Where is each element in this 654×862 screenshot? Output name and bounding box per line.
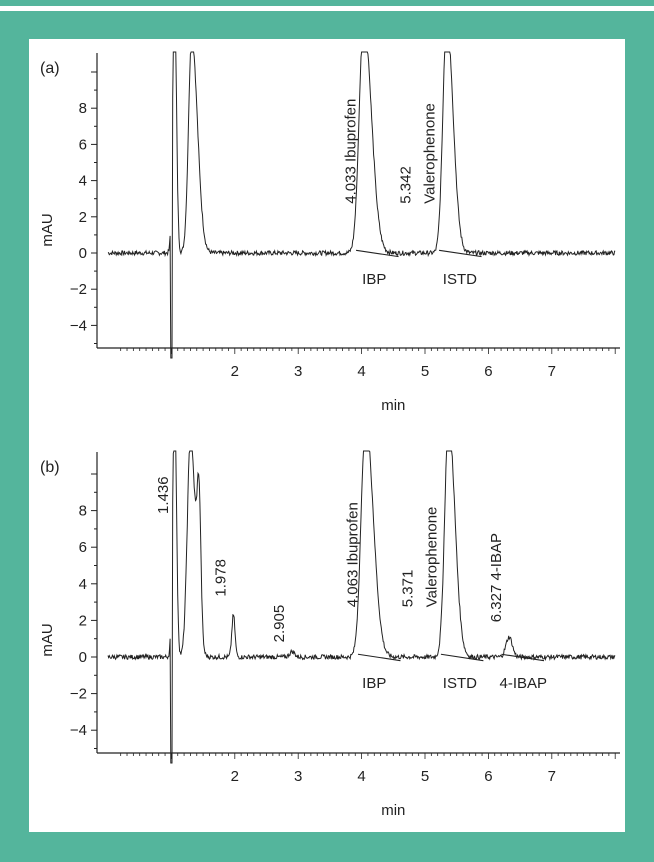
top-divider <box>0 6 654 11</box>
peak-label: Valerophenone <box>422 103 439 204</box>
y-tick-label: 2 <box>79 612 87 629</box>
y-tick-label: −2 <box>70 686 87 703</box>
integration-baseline <box>501 653 545 662</box>
chromatogram-trace <box>107 450 616 764</box>
peak-label: 4.033 Ibuprofen <box>343 99 360 204</box>
y-axis-label: mAU <box>39 623 56 656</box>
chart-panel-a: (a) 8 6 4 2 0 −2 −4 mAU 2 3 4 5 6 7 min 4.033 Ibuprofen 5… <box>39 51 620 414</box>
x-tick-label: 7 <box>548 768 556 785</box>
chart-panel-b: (b) 8 6 4 2 0 −2 −4 mAU 2 3 4 5 6 7 min 1.436 1.978 2.905 4… <box>39 450 620 819</box>
peak-label: 1.436 <box>155 476 172 514</box>
peak-id-label: IBP <box>362 675 386 692</box>
x-tick-label: 4 <box>357 768 365 785</box>
peak-id-label: IBP <box>362 271 386 288</box>
x-tick-label: 5 <box>421 363 429 380</box>
x-tick-label: 7 <box>548 363 556 380</box>
peak-label: 1.978 <box>212 559 229 597</box>
x-tick-label: 4 <box>357 363 365 380</box>
x-axis-label: min <box>381 802 405 819</box>
x-axis-label: min <box>381 397 405 414</box>
x-tick-label: 3 <box>294 768 302 785</box>
peak-label: 4.063 Ibuprofen <box>345 502 362 607</box>
x-tick-label: 3 <box>294 363 302 380</box>
y-tick-label: 4 <box>79 576 87 593</box>
peak-label: Valerophenone <box>424 507 441 608</box>
panel-label: (b) <box>40 459 60 476</box>
y-axis-label: mAU <box>39 213 56 246</box>
peak-label: 5.342 <box>398 166 415 204</box>
integration-baseline <box>440 653 484 662</box>
peak-id-label: 4-IBAP <box>500 675 548 692</box>
panel-label: (a) <box>40 60 60 77</box>
x-tick-label: 5 <box>421 768 429 785</box>
integration-baseline <box>356 249 399 258</box>
y-tick-label: 8 <box>79 503 87 520</box>
peak-id-label: ISTD <box>443 675 477 692</box>
y-tick-label: 0 <box>79 649 87 666</box>
y-tick-label: 6 <box>79 539 87 556</box>
y-tick-label: −4 <box>70 317 87 334</box>
integration-baseline <box>438 249 482 258</box>
y-tick-label: −4 <box>70 722 87 739</box>
x-tick-label: 6 <box>484 768 492 785</box>
chromatogram-trace <box>107 51 616 359</box>
peak-label: 6.327 4-IBAP <box>488 533 505 622</box>
y-tick-label: 8 <box>79 100 87 117</box>
y-tick-label: 2 <box>79 209 87 226</box>
peak-label: 5.371 <box>400 570 417 608</box>
y-tick-label: 4 <box>79 173 87 190</box>
x-tick-label: 2 <box>231 768 239 785</box>
y-tick-label: 6 <box>79 136 87 153</box>
figure-panel <box>29 39 625 832</box>
peak-id-label: ISTD <box>443 271 477 288</box>
x-tick-label: 2 <box>231 363 239 380</box>
y-tick-label: 0 <box>79 245 87 262</box>
y-tick-label: −2 <box>70 281 87 298</box>
x-tick-label: 6 <box>484 363 492 380</box>
peak-label: 2.905 <box>271 605 288 643</box>
integration-baseline <box>357 653 401 662</box>
